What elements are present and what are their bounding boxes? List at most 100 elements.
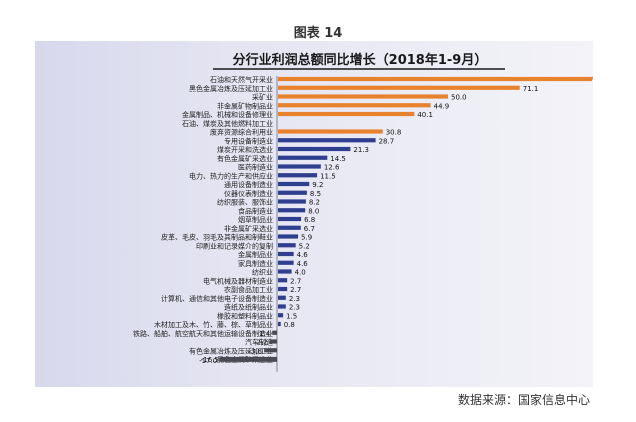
- value-label: 11.5: [320, 172, 336, 180]
- category-label: 纺织服装、服饰业: [217, 198, 273, 207]
- category-label: 食品制造业: [238, 206, 273, 215]
- bar: [278, 181, 310, 187]
- bar: [278, 199, 306, 204]
- bar: [278, 313, 284, 318]
- category-label: 金属制品业: [238, 250, 273, 259]
- figure-label: 图表 14: [293, 26, 343, 41]
- value-label: 6.8: [304, 216, 315, 224]
- bar: [269, 339, 277, 344]
- bar: [278, 138, 376, 143]
- value-label: 8.5: [310, 190, 321, 198]
- category-label: 采矿业: [252, 93, 273, 102]
- category-label: 废弃资源综合利用业: [210, 128, 273, 137]
- bar: [278, 216, 302, 222]
- value-label: 1.5: [286, 312, 297, 320]
- category-label: 家具制造业: [238, 259, 273, 268]
- category-label: 金属制品、机械和设备修理业: [182, 110, 273, 119]
- category-label: 铁路、船舶、航空航天和其他运输设备制造业: [133, 329, 273, 338]
- bar: [278, 146, 351, 152]
- bar: [278, 269, 292, 274]
- bar: [278, 76, 593, 82]
- value-label: 9.2: [312, 181, 323, 189]
- value-label: 5.2: [299, 242, 310, 250]
- category-label: 仪器仪表制造业: [224, 189, 273, 198]
- axis-break-mark: [591, 78, 593, 84]
- category-label: 橡胶和塑料制品业: [217, 311, 273, 320]
- bar: [278, 164, 321, 169]
- bar: [278, 278, 288, 283]
- bar: [278, 94, 448, 99]
- value-label: -2.2: [254, 339, 268, 347]
- value-label: 6.7: [304, 225, 315, 233]
- category-label: 石油、煤炭及其他燃料加工业: [182, 119, 273, 128]
- value-label: 4.6: [297, 251, 309, 259]
- chart-title: 分行业利润总额同比增长（2018年1-9月）: [233, 52, 488, 68]
- bar: [278, 286, 288, 292]
- bar: [278, 225, 301, 230]
- value-label: 5.9: [301, 234, 312, 242]
- category-label: 计算机、通信和其他电子设备制造业: [161, 294, 273, 303]
- value-label: 40.1: [417, 111, 433, 119]
- category-label: 专用设备制造业: [224, 136, 273, 145]
- value-label: 8.2: [309, 199, 320, 207]
- category-label: 电力、热力的生产和供应业: [189, 171, 273, 180]
- category-label: 皮革、毛皮、羽毛及其制品和制鞋业: [161, 233, 273, 242]
- category-label: 非金属矿采选业: [224, 224, 273, 233]
- category-label: 电气机械及器材制造业: [203, 276, 273, 285]
- category-label: 印刷业和记录媒介的复制: [196, 241, 273, 250]
- category-label: 煤炭开采和洗选业: [217, 145, 273, 154]
- value-label: -1.4: [257, 330, 271, 338]
- category-label: 纺织业: [252, 268, 273, 277]
- bar: [278, 111, 415, 117]
- bar: [278, 304, 286, 309]
- bar-chart: 分行业利润总额同比增长（2018年1-9月） 石油和天然气开采业400.6黑色金…: [133, 52, 593, 372]
- bar: [278, 208, 306, 213]
- category-label: 石油和天然气开采业: [210, 75, 273, 84]
- bar: [278, 173, 318, 178]
- bar: [278, 234, 299, 239]
- plot-area: 石油和天然气开采业400.6黑色金属冶炼及压延加工业71.1采矿业50.0非金属…: [133, 68, 593, 372]
- value-label: 4.0: [295, 269, 306, 277]
- value-label: 2.7: [290, 286, 301, 294]
- category-label: 有色金属冶炼及压延加工业: [189, 346, 273, 355]
- value-label: 2.3: [289, 295, 300, 303]
- value-label: 2.7: [290, 277, 301, 285]
- value-label: 28.7: [379, 137, 395, 145]
- value-label: 4.6: [297, 260, 309, 268]
- bar: [278, 295, 286, 300]
- category-label: 造纸及纸制品业: [224, 303, 273, 312]
- bar: [278, 243, 296, 248]
- bar: [278, 251, 294, 257]
- category-label: 农副食品加工业: [224, 285, 273, 294]
- bar: [278, 129, 383, 134]
- category-label: 烟草制品业: [238, 215, 273, 224]
- category-label: 黑色金属冶炼及压延加工业: [189, 84, 273, 93]
- chart-photo: 分行业利润总额同比增长（2018年1-9月） 石油和天然气开采业400.6黑色金…: [35, 41, 593, 387]
- category-label: 汽车制造: [245, 338, 273, 347]
- category-label: 木材加工及木、竹、藤、棕、草制品业: [154, 320, 273, 329]
- bar: [278, 321, 281, 327]
- bar: [219, 357, 277, 362]
- bar: [278, 85, 520, 90]
- value-label: 8.0: [308, 207, 319, 215]
- value-label: -17.0: [199, 357, 217, 365]
- value-label: 30.8: [386, 129, 402, 137]
- value-label: -16.5: [201, 356, 219, 364]
- category-label: 通用设备制造业: [224, 180, 273, 189]
- value-label: 0.8: [284, 321, 295, 329]
- bar: [278, 155, 328, 160]
- category-label: 非金属矿物制品业: [217, 101, 273, 110]
- value-label: 2.3: [289, 304, 300, 312]
- category-label: 医药制造业: [238, 163, 273, 172]
- value-label: 71.1: [523, 85, 539, 93]
- value-label: -3.8: [248, 347, 262, 355]
- value-label: 50.0: [451, 94, 467, 102]
- bar: [278, 190, 307, 195]
- source-note: 数据来源：国家信息中心: [457, 393, 590, 407]
- value-label: 14.5: [330, 155, 346, 163]
- value-label: 44.9: [434, 102, 450, 110]
- bar: [278, 103, 431, 108]
- bar: [272, 330, 277, 335]
- value-label: 12.6: [324, 164, 340, 172]
- category-label: 有色金属矿采选业: [217, 154, 273, 163]
